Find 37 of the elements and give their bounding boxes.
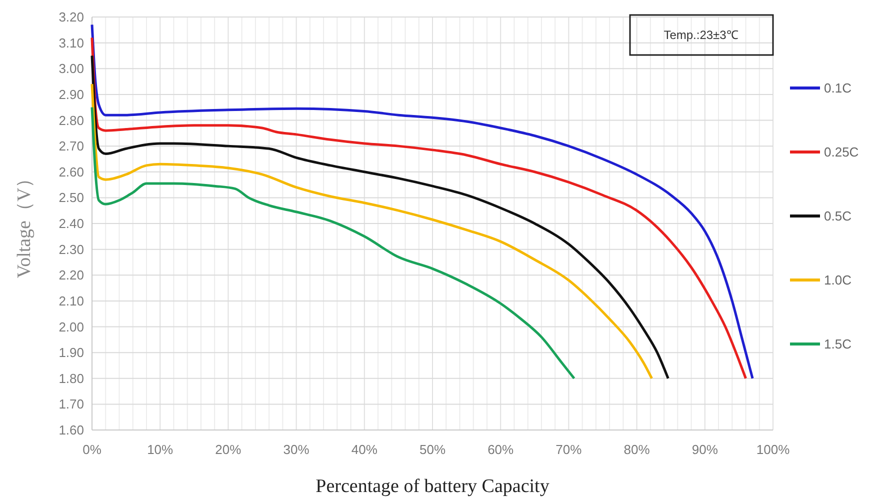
- legend-label: 0.25C: [824, 144, 859, 160]
- y-tick-label: 2.10: [58, 293, 84, 308]
- y-tick-label: 1.70: [58, 396, 84, 412]
- x-tick-label: 70%: [556, 442, 582, 457]
- y-tick-label: 3.10: [58, 35, 84, 50]
- legend-label: 0.5C: [824, 208, 852, 224]
- y-tick-label: 2.00: [58, 319, 84, 334]
- x-tick-label: 20%: [215, 442, 242, 457]
- line-series: [90, 106, 576, 380]
- x-tick-label: 100%: [756, 442, 790, 457]
- y-tick-label: 1.90: [58, 345, 84, 360]
- legend-label: 0.1C: [824, 80, 852, 96]
- x-tick-label: 10%: [147, 442, 174, 457]
- x-axis-title: Percentage of battery Capacity: [316, 476, 550, 497]
- y-tick-label: 2.40: [58, 216, 84, 232]
- x-tick-label: 50%: [419, 442, 446, 457]
- x-tick-label: 40%: [351, 442, 378, 457]
- y-tick-label: 2.80: [58, 112, 84, 128]
- y-tick-label: 1.60: [58, 422, 84, 438]
- y-tick-label: 2.50: [58, 190, 84, 206]
- y-tick-label: 2.60: [58, 164, 84, 180]
- x-tick-label: 30%: [283, 442, 310, 457]
- legend-label: 1.5C: [824, 336, 852, 352]
- x-tick-label: 90%: [692, 442, 718, 457]
- y-tick-label: 2.90: [58, 86, 84, 102]
- y-tick-label: 3.00: [58, 61, 84, 76]
- y-tick-label: 2.20: [58, 268, 84, 283]
- y-tick-label: 1.80: [58, 370, 84, 386]
- y-tick-label: 3.20: [58, 10, 84, 25]
- y-axis-title: Voltage（V）: [14, 168, 35, 278]
- legend-label: 1.0C: [824, 272, 852, 288]
- x-tick-label: 80%: [624, 442, 650, 457]
- x-tick-label: 0%: [82, 442, 102, 457]
- x-tick-label: 60%: [488, 442, 514, 457]
- annotation: Temp.:23±3℃: [664, 28, 738, 42]
- y-tick-label: 2.70: [58, 138, 84, 154]
- y-tick-label: 2.30: [58, 242, 84, 257]
